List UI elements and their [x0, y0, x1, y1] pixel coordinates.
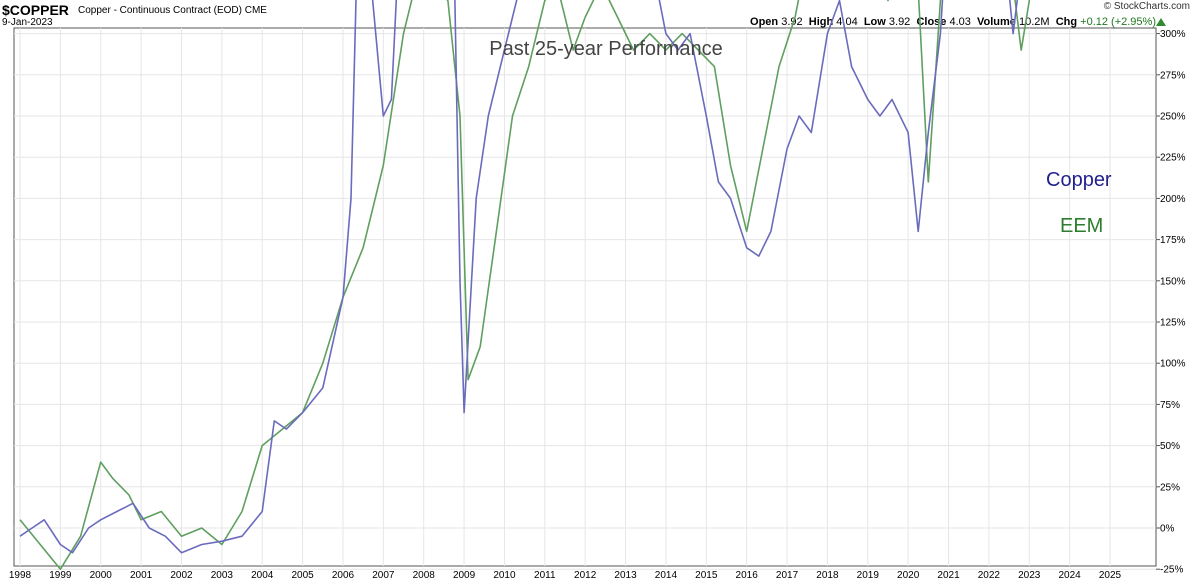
x-tick-label: 2011: [534, 570, 556, 581]
x-tick-label: 2019: [857, 570, 880, 581]
quote-date: 9-Jan-2023: [2, 17, 53, 28]
y-tick-label: 150%: [1160, 276, 1186, 287]
y-tick-label: 125%: [1160, 318, 1186, 329]
gridlines: [14, 28, 1156, 570]
low-label: Low: [863, 16, 886, 28]
y-tick-label: 25%: [1160, 482, 1180, 493]
x-tick-label: 2021: [937, 570, 960, 581]
series-line-copper: [19, 0, 1019, 554]
y-tick-label: 0%: [1160, 524, 1175, 535]
y-tick-label: 300%: [1160, 29, 1186, 40]
x-tick-label: 2010: [493, 570, 516, 581]
description-text: Copper - Continuous Contract (EOD): [78, 5, 242, 16]
x-tick-label: 2005: [291, 570, 314, 581]
x-axis-ticks: 1998 1999 2000 2001 2002 2003 2004 2005 2006 2007…: [9, 570, 1122, 581]
y-tick-label: 50%: [1160, 441, 1180, 452]
y-tick-label: 200%: [1160, 194, 1186, 205]
y-tick-label: 225%: [1160, 153, 1186, 164]
x-tick-label: 2009: [453, 570, 476, 581]
chg-value: +0.12 (+2.95%): [1080, 16, 1156, 28]
chg-label: Chg: [1055, 16, 1078, 28]
x-tick-label: 2020: [897, 570, 920, 581]
y-tick-label: 175%: [1160, 235, 1186, 246]
x-tick-label: 2000: [90, 570, 113, 581]
x-tick-label: 2022: [978, 570, 1001, 581]
x-tick-label: 2025: [1099, 570, 1122, 581]
high-label: High: [808, 16, 834, 28]
open-label: Open: [750, 16, 779, 28]
symbol: $COPPER: [2, 2, 69, 18]
x-tick-label: 2006: [332, 570, 355, 581]
x-tick-label: 1999: [49, 570, 72, 581]
high-value: 4.04: [836, 16, 858, 28]
y-tick-label: 250%: [1160, 112, 1186, 123]
x-tick-label: 2008: [413, 570, 436, 581]
y-tick-label: -25%: [1160, 565, 1183, 576]
open-value: 3.92: [781, 16, 803, 28]
legend: 419.88%Copper365.44%EEM: [1046, 169, 1112, 237]
volume-label: Volume: [977, 16, 1016, 28]
x-tick-label: 2024: [1059, 570, 1082, 581]
legend-label-eem: EEM: [1060, 215, 1103, 237]
stockcharts-logo: © StockCharts.com: [1103, 1, 1190, 12]
x-tick-label: 2015: [695, 570, 718, 581]
x-tick-label: 2001: [130, 570, 153, 581]
close-value: 4.03: [949, 16, 971, 28]
x-tick-label: 2002: [170, 570, 193, 581]
y-tick-label: 75%: [1160, 400, 1180, 411]
x-tick-label: 2007: [372, 570, 395, 581]
x-tick-label: 2017: [776, 570, 799, 581]
series-line-eem: [19, 0, 1031, 571]
low-value: 3.92: [888, 16, 911, 28]
up-arrow-icon: [1156, 18, 1166, 26]
x-tick-label: 1998: [9, 570, 32, 581]
y-tick-label: 100%: [1160, 359, 1186, 370]
x-tick-label: 2013: [614, 570, 637, 581]
chart-title: Past 25-year Performance: [489, 38, 722, 60]
x-tick-label: 2018: [816, 570, 839, 581]
symbol-description: Copper - Continuous Contract (EOD) CME: [78, 5, 267, 16]
x-tick-label: 2012: [574, 570, 597, 581]
series-lines: [19, 0, 1031, 571]
x-tick-label: 2016: [736, 570, 759, 581]
y-axis-ticks: -25% 0% 25% 50% 75% 100% 125% 150% 175% 200% 225% 2…: [1156, 29, 1186, 576]
x-tick-label: 2003: [211, 570, 234, 581]
exchange: CME: [244, 5, 267, 16]
x-tick-label: 2004: [251, 570, 274, 581]
y-tick-label: 275%: [1160, 70, 1186, 81]
x-tick-label: 2014: [655, 570, 678, 581]
legend-label-copper: Copper: [1046, 169, 1112, 191]
x-tick-label: 2023: [1018, 570, 1041, 581]
